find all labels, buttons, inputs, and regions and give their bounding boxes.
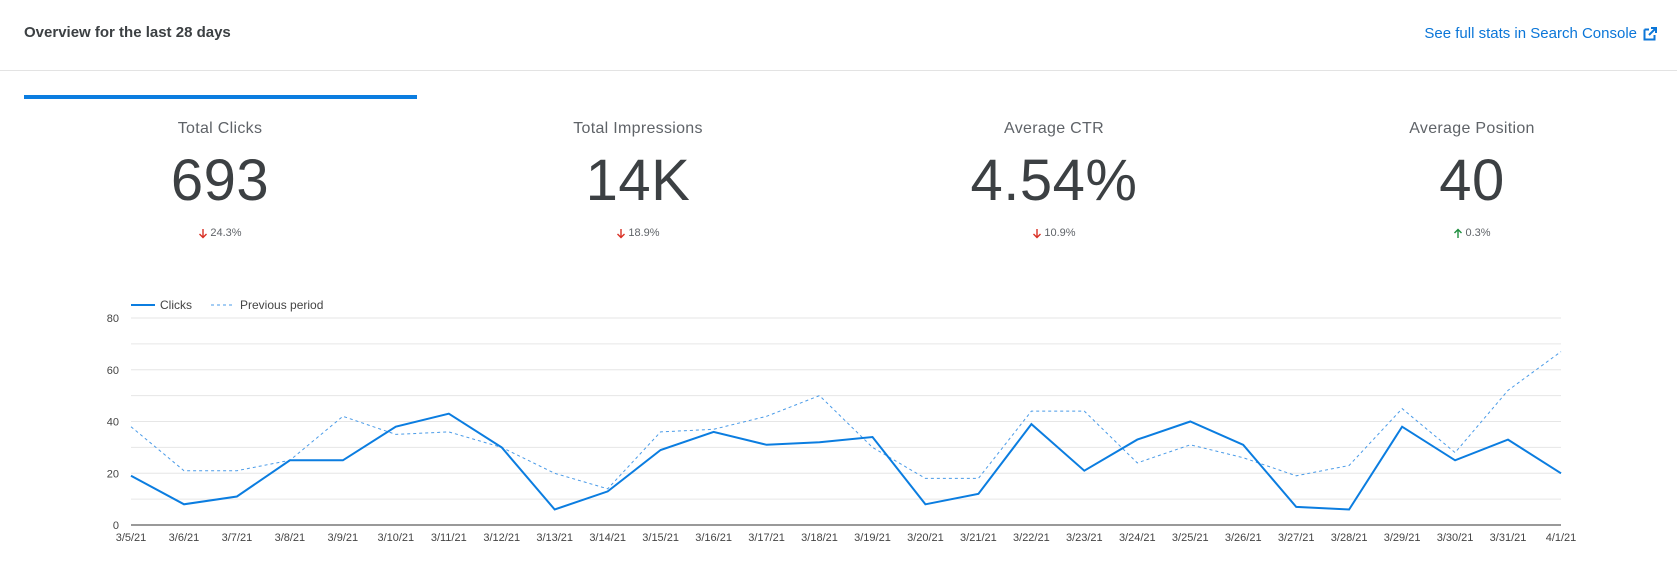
- metric-delta-value: 24.3%: [210, 227, 241, 239]
- x-tick-label: 3/17/21: [748, 532, 785, 544]
- x-tick-label: 3/19/21: [854, 532, 891, 544]
- y-axis-ticks: 0 20 40 60 80: [107, 313, 119, 532]
- x-tick-label: 3/8/21: [275, 532, 306, 544]
- metric-value: 693: [70, 152, 370, 210]
- legend-label-clicks: Clicks: [160, 298, 192, 312]
- series-line-previous-period: [131, 352, 1561, 489]
- x-tick-label: 3/30/21: [1437, 532, 1474, 544]
- y-tick-label: 60: [107, 365, 119, 377]
- x-tick-label: 3/22/21: [1013, 532, 1050, 544]
- metric-total-clicks[interactable]: Total Clicks 693 24.3%: [70, 120, 370, 244]
- page-title: Overview for the last 28 days: [24, 24, 231, 41]
- x-tick-label: 3/23/21: [1066, 532, 1103, 544]
- metric-delta: 0.3%: [1453, 227, 1490, 239]
- metric-delta-value: 10.9%: [1044, 227, 1075, 239]
- metric-value: 14K: [488, 152, 788, 210]
- legend-label-previous: Previous period: [240, 298, 323, 312]
- y-tick-label: 80: [107, 313, 119, 325]
- metric-label: Average Position: [1322, 120, 1622, 138]
- chart-legend: Clicks Previous period: [131, 298, 323, 312]
- metric-delta: 24.3%: [198, 227, 241, 239]
- arrow-down-icon: [1032, 228, 1042, 239]
- x-tick-label: 3/10/21: [377, 532, 414, 544]
- y-tick-label: 40: [107, 417, 119, 429]
- active-metric-indicator: [24, 95, 417, 99]
- x-tick-label: 3/31/21: [1490, 532, 1527, 544]
- x-tick-label: 3/28/21: [1331, 532, 1368, 544]
- arrow-down-icon: [616, 228, 626, 239]
- metric-average-ctr[interactable]: Average CTR 4.54% 10.9%: [904, 120, 1204, 244]
- metric-value: 40: [1322, 152, 1622, 210]
- series-line-clicks: [131, 414, 1561, 510]
- metric-label: Average CTR: [904, 120, 1204, 138]
- x-axis-ticks: 3/5/21 3/6/21 3/7/21 3/8/21 3/9/21 3/10/21 3/1…: [116, 532, 1577, 544]
- metric-label: Total Clicks: [70, 120, 370, 138]
- x-tick-label: 3/12/21: [483, 532, 520, 544]
- metric-delta-value: 18.9%: [628, 227, 659, 239]
- metric-average-position[interactable]: Average Position 40 0.3%: [1322, 120, 1622, 244]
- metric-total-impressions[interactable]: Total Impressions 14K 18.9%: [488, 120, 788, 244]
- search-console-link[interactable]: See full stats in Search Console: [1424, 25, 1657, 42]
- metric-delta: 10.9%: [1032, 227, 1075, 239]
- metric-value: 4.54%: [904, 152, 1204, 210]
- metric-label: Total Impressions: [488, 120, 788, 138]
- metric-delta-value: 0.3%: [1465, 227, 1490, 239]
- y-tick-label: 20: [107, 468, 119, 480]
- x-tick-label: 3/14/21: [589, 532, 626, 544]
- series-lines: [131, 352, 1561, 510]
- x-tick-label: 3/21/21: [960, 532, 997, 544]
- metric-delta: 18.9%: [616, 227, 659, 239]
- x-tick-label: 3/29/21: [1384, 532, 1421, 544]
- header-divider: [0, 70, 1677, 71]
- x-tick-label: 3/13/21: [536, 532, 573, 544]
- arrow-up-icon: [1453, 228, 1463, 239]
- x-tick-label: 3/7/21: [222, 532, 253, 544]
- x-tick-label: 3/16/21: [695, 532, 732, 544]
- x-tick-label: 3/18/21: [801, 532, 838, 544]
- x-tick-label: 3/6/21: [169, 532, 200, 544]
- x-tick-label: 3/9/21: [328, 532, 359, 544]
- search-console-link-label: See full stats in Search Console: [1424, 25, 1637, 42]
- x-tick-label: 4/1/21: [1546, 532, 1577, 544]
- x-tick-label: 3/27/21: [1278, 532, 1315, 544]
- x-tick-label: 3/26/21: [1225, 532, 1262, 544]
- x-tick-label: 3/5/21: [116, 532, 147, 544]
- y-tick-label: 0: [113, 520, 119, 532]
- x-tick-label: 3/25/21: [1172, 532, 1209, 544]
- x-tick-label: 3/20/21: [907, 532, 944, 544]
- x-tick-label: 3/11/21: [431, 532, 467, 544]
- arrow-down-icon: [198, 228, 208, 239]
- gridlines: [131, 318, 1561, 525]
- x-tick-label: 3/15/21: [642, 532, 679, 544]
- x-tick-label: 3/24/21: [1119, 532, 1156, 544]
- external-link-icon: [1643, 27, 1657, 41]
